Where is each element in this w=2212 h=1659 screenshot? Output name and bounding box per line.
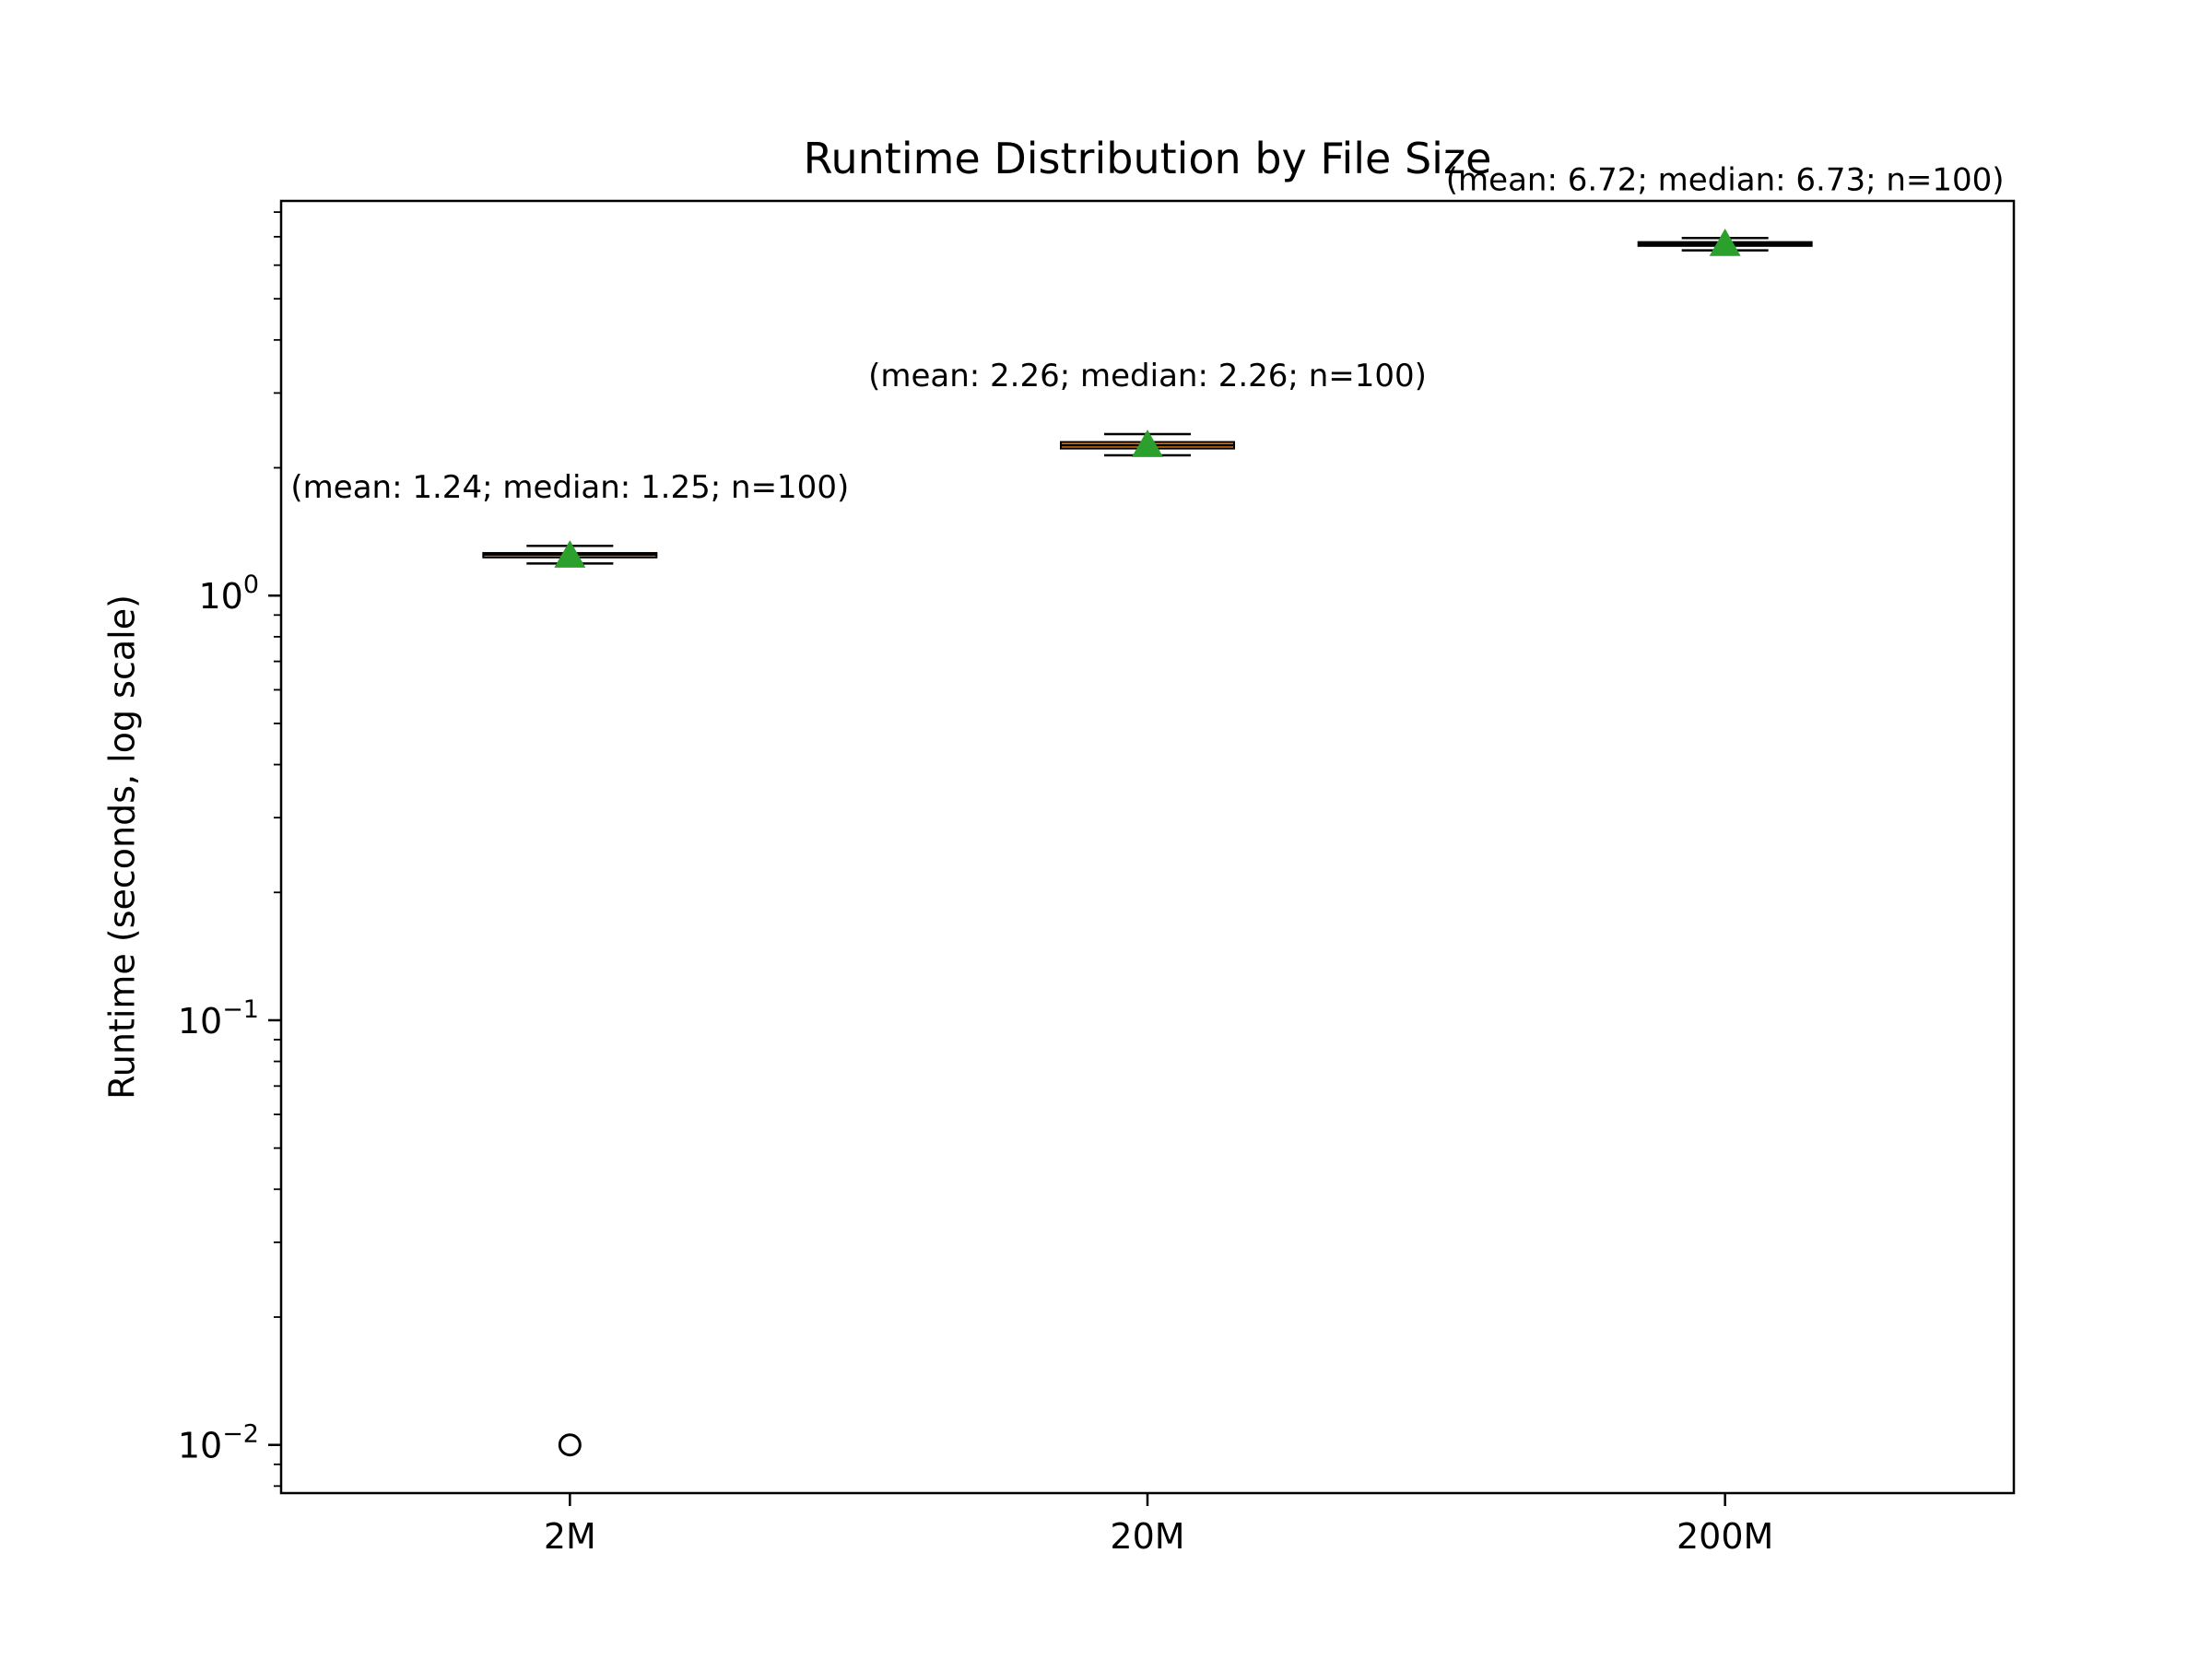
outlier-point bbox=[558, 1433, 582, 1457]
box-annotation: (mean: 1.24; median: 1.25; n=100) bbox=[290, 469, 849, 506]
chart-title: Runtime Distribution by File Size bbox=[804, 134, 1492, 183]
mean-marker bbox=[1709, 229, 1741, 256]
x-tick-label: 200M bbox=[1677, 1516, 1773, 1557]
box-annotation: (mean: 6.72; median: 6.73; n=100) bbox=[1446, 161, 2005, 198]
x-tick-label: 20M bbox=[1110, 1516, 1184, 1557]
mean-marker bbox=[1132, 429, 1163, 457]
y-tick-label: 100 bbox=[198, 571, 259, 617]
y-axis-label: Runtime (seconds, log scale) bbox=[102, 594, 143, 1100]
box-annotation: (mean: 2.26; median: 2.26; n=100) bbox=[868, 358, 1427, 394]
x-tick-label: 2M bbox=[544, 1516, 596, 1557]
plot-area: 10−2 10−1 100 2M 20M 200M (mean: 1.24; median:… bbox=[178, 161, 2005, 1557]
y-tick-label: 10−1 bbox=[178, 995, 259, 1041]
mean-marker bbox=[554, 540, 586, 568]
y-tick-label: 10−2 bbox=[178, 1420, 259, 1466]
plot-frame bbox=[279, 199, 2016, 1495]
